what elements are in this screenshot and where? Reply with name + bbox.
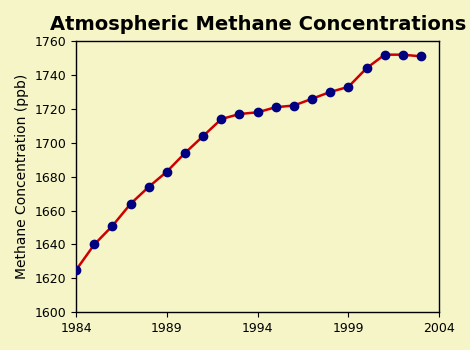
Point bbox=[218, 116, 225, 122]
Title: Atmospheric Methane Concentrations: Atmospheric Methane Concentrations bbox=[49, 15, 466, 34]
Point bbox=[327, 89, 334, 95]
Point bbox=[345, 84, 352, 90]
Point bbox=[381, 52, 388, 57]
Point bbox=[199, 133, 207, 139]
Point bbox=[163, 169, 171, 174]
Y-axis label: Methane Concentration (ppb): Methane Concentration (ppb) bbox=[15, 74, 29, 279]
Point bbox=[72, 267, 80, 273]
Point bbox=[181, 150, 189, 156]
Point bbox=[272, 104, 280, 110]
Point bbox=[91, 242, 98, 247]
Point bbox=[363, 65, 370, 71]
Point bbox=[109, 223, 116, 229]
Point bbox=[308, 96, 316, 101]
Point bbox=[145, 184, 152, 190]
Point bbox=[236, 111, 243, 117]
Point bbox=[417, 54, 425, 59]
Point bbox=[254, 110, 261, 115]
Point bbox=[399, 52, 407, 57]
Point bbox=[127, 201, 134, 206]
Point bbox=[290, 103, 298, 108]
